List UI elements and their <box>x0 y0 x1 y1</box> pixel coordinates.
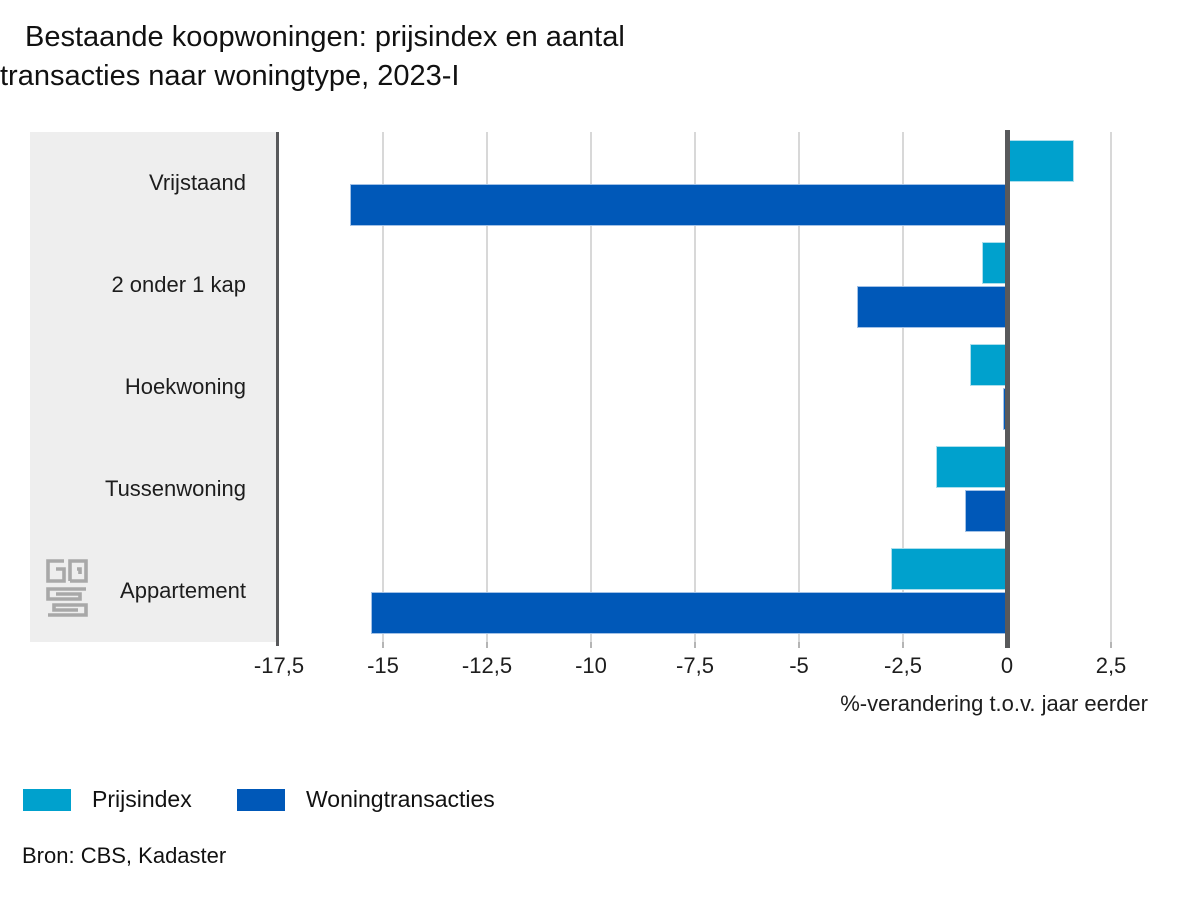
category-label-appartement: Appartement <box>120 578 246 603</box>
legend-swatch-prijsindex <box>23 788 71 811</box>
bar-woningtransacties-vrijstaand <box>349 184 1007 226</box>
cbs-logo <box>46 559 88 617</box>
chart-title-line1: Bestaande koopwoningen: prijsindex en aa… <box>25 21 625 53</box>
axis-tick-12-5 <box>486 642 488 648</box>
tick-label-10: -10 <box>575 653 607 678</box>
x-axis-title: %-verandering t.o.v. jaar eerder <box>840 691 1148 716</box>
gridline-2-5 <box>902 132 904 642</box>
legend: Prijsindex Woningtransacties <box>23 786 923 812</box>
gridline-10 <box>590 132 592 642</box>
bar-prijsindex-tussenwoning <box>936 446 1007 488</box>
chart-title: Bestaande koopwoningen: prijsindex en aa… <box>0 18 790 96</box>
bar-prijsindex-vrijstaand <box>1007 140 1074 182</box>
category-label-hoekwoning: Hoekwoning <box>124 374 246 399</box>
plot-area: %-verandering t.o.v. jaar eerder -17,5 -1… <box>254 130 1150 716</box>
gridline-2-5 <box>1110 132 1112 642</box>
chart-title-line2: transacties naar woningtype, 2023-I <box>0 60 460 92</box>
tick-label-17-5: -17,5 <box>253 653 305 678</box>
legend-swatch-woningtransacties <box>237 788 285 811</box>
axis-tick-10 <box>590 642 592 648</box>
axis-tick-5 <box>798 642 800 648</box>
bar-woningtransacties-2-onder-1-kap <box>857 286 1007 328</box>
bar-woningtransacties-tussenwoning <box>965 490 1007 532</box>
bar-prijsindex-2-onder-1-kap <box>982 242 1007 284</box>
gridline-15 <box>382 132 384 642</box>
tick-label-5: -5 <box>789 653 809 678</box>
axis-tick-2-5 <box>902 642 904 648</box>
source-line: Bron: CBS, Kadaster <box>22 843 227 868</box>
category-panel: Vrijstaand 2 onder 1 kap Hoekwoning Tussenw… <box>30 132 276 642</box>
category-label-tussenwoning: Tussenwoning <box>104 476 246 501</box>
tick-label-7-5: -7,5 <box>676 653 714 678</box>
bar-prijsindex-hoekwoning <box>969 344 1007 386</box>
gridline-12-5 <box>486 132 488 642</box>
axis-tick-15 <box>382 642 384 648</box>
zero-axis-line <box>1005 130 1010 648</box>
axis-tick-2-5 <box>1110 642 1112 648</box>
gridline-5 <box>798 132 800 642</box>
tick-label-2-5: -2,5 <box>884 653 922 678</box>
category-label-2-onder-1-kap: 2 onder 1 kap <box>111 272 246 297</box>
axis-tick-7-5 <box>694 642 696 648</box>
y-axis-line <box>276 132 279 646</box>
tick-label-15: -15 <box>367 653 399 678</box>
legend-item-woningtransacties: Woningtransacties <box>237 786 495 813</box>
tick-label-12-5: -12,5 <box>461 653 513 678</box>
legend-label-woningtransacties: Woningtransacties <box>306 786 495 812</box>
tick-label-0: 0 <box>1000 653 1014 678</box>
legend-item-prijsindex: Prijsindex <box>23 786 192 813</box>
legend-label-prijsindex: Prijsindex <box>92 786 192 812</box>
bar-prijsindex-appartement <box>890 548 1007 590</box>
tick-label-2-5: 2,5 <box>1095 653 1127 678</box>
gridline-7-5 <box>694 132 696 642</box>
bar-woningtransacties-appartement <box>370 592 1007 634</box>
category-label-vrijstaand: Vrijstaand <box>148 170 246 195</box>
